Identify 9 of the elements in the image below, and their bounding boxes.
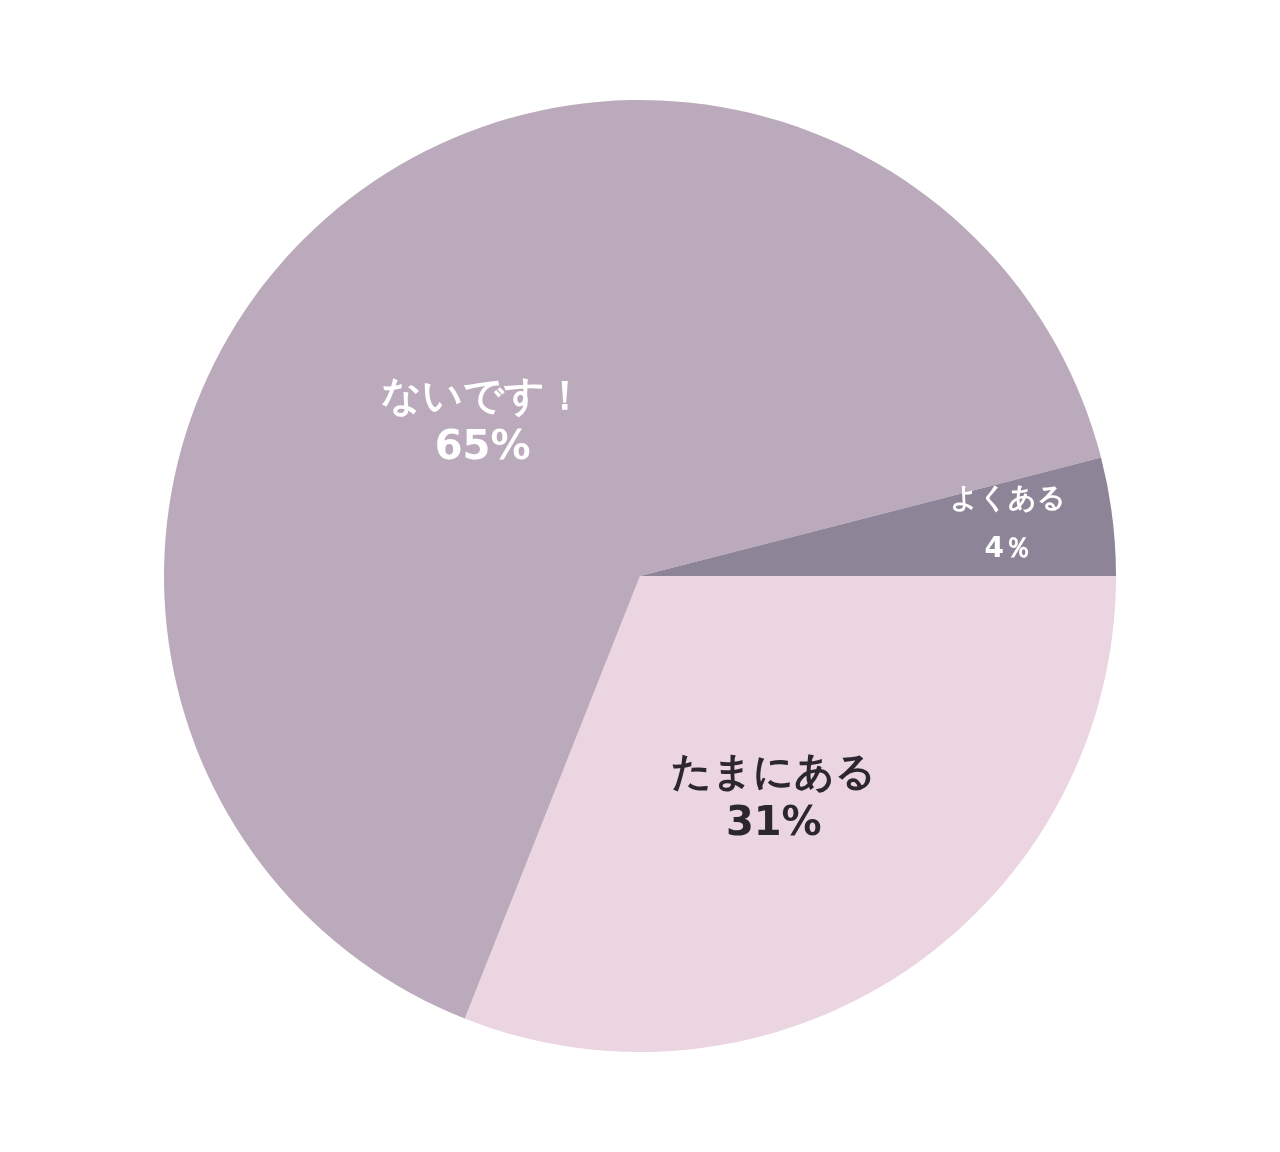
- pie-slice: [164, 100, 1102, 1019]
- pie-slice: [640, 457, 1116, 576]
- slice-label: たまにある: [671, 747, 877, 794]
- data-label: 65%: [434, 422, 531, 469]
- slice-label: よくある: [950, 481, 1067, 515]
- data-label: 31%: [725, 797, 822, 844]
- pie-slice: [464, 576, 1116, 1052]
- data-label: 4％: [984, 531, 1033, 565]
- slice-label: ないです！: [380, 372, 585, 419]
